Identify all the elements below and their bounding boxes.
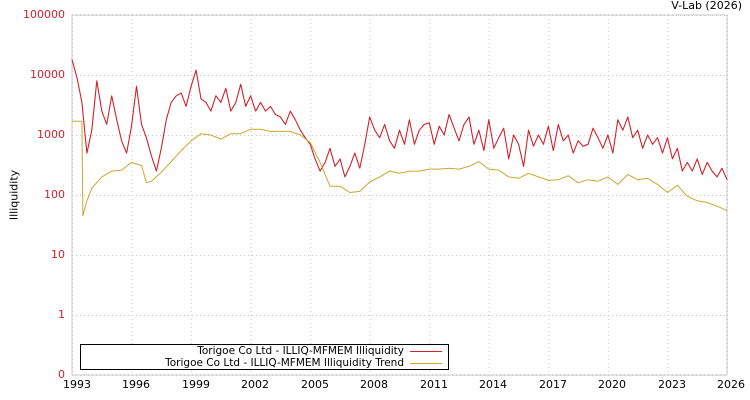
x-tick-2011: 2011 <box>420 378 448 391</box>
x-tick-2023: 2023 <box>658 378 686 391</box>
x-tick-2005: 2005 <box>301 378 329 391</box>
vlab-credit: V-Lab (2026) <box>671 0 742 12</box>
legend-label-trend: Torigoe Co Ltd - ILLIQ-MFMEM Illiquidity… <box>165 357 404 369</box>
legend: Torigoe Co Ltd - ILLIQ-MFMEM Illiquidity… <box>80 344 449 370</box>
y-axis-label: Illiquidity <box>7 169 21 221</box>
x-tick-1996: 1996 <box>122 378 150 391</box>
y-tick-1: 1 <box>58 308 65 321</box>
illiquidity-line <box>71 59 728 180</box>
legend-swatch-gold <box>410 362 442 364</box>
legend-label-illiquidity: Torigoe Co Ltd - ILLIQ-MFMEM Illiquidity <box>197 345 404 357</box>
grid-lines <box>72 15 728 376</box>
y-tick-100000: 100000 <box>23 8 65 21</box>
illiquidity-trend-line <box>72 120 728 217</box>
y-tick-10000: 10000 <box>30 68 65 81</box>
legend-item-trend: Torigoe Co Ltd - ILLIQ-MFMEM Illiquidity… <box>165 357 442 369</box>
y-tick-100: 100 <box>44 188 65 201</box>
x-tick-2017: 2017 <box>539 378 567 391</box>
x-tick-2014: 2014 <box>479 378 507 391</box>
x-tick-1999: 1999 <box>182 378 210 391</box>
x-tick-2008: 2008 <box>360 378 388 391</box>
x-tick-2020: 2020 <box>598 378 626 391</box>
x-tick-1993: 1993 <box>63 378 91 391</box>
series-lines <box>71 59 728 217</box>
x-tick-2026: 2026 <box>717 378 745 391</box>
x-tick-2002: 2002 <box>241 378 269 391</box>
plot-area <box>71 14 728 376</box>
y-tick-10: 10 <box>51 248 65 261</box>
legend-swatch-red <box>410 350 442 352</box>
legend-item-illiquidity: Torigoe Co Ltd - ILLIQ-MFMEM Illiquidity <box>197 345 442 357</box>
y-tick-1000: 1000 <box>37 128 65 141</box>
y-tick-0: 0 <box>58 368 65 381</box>
